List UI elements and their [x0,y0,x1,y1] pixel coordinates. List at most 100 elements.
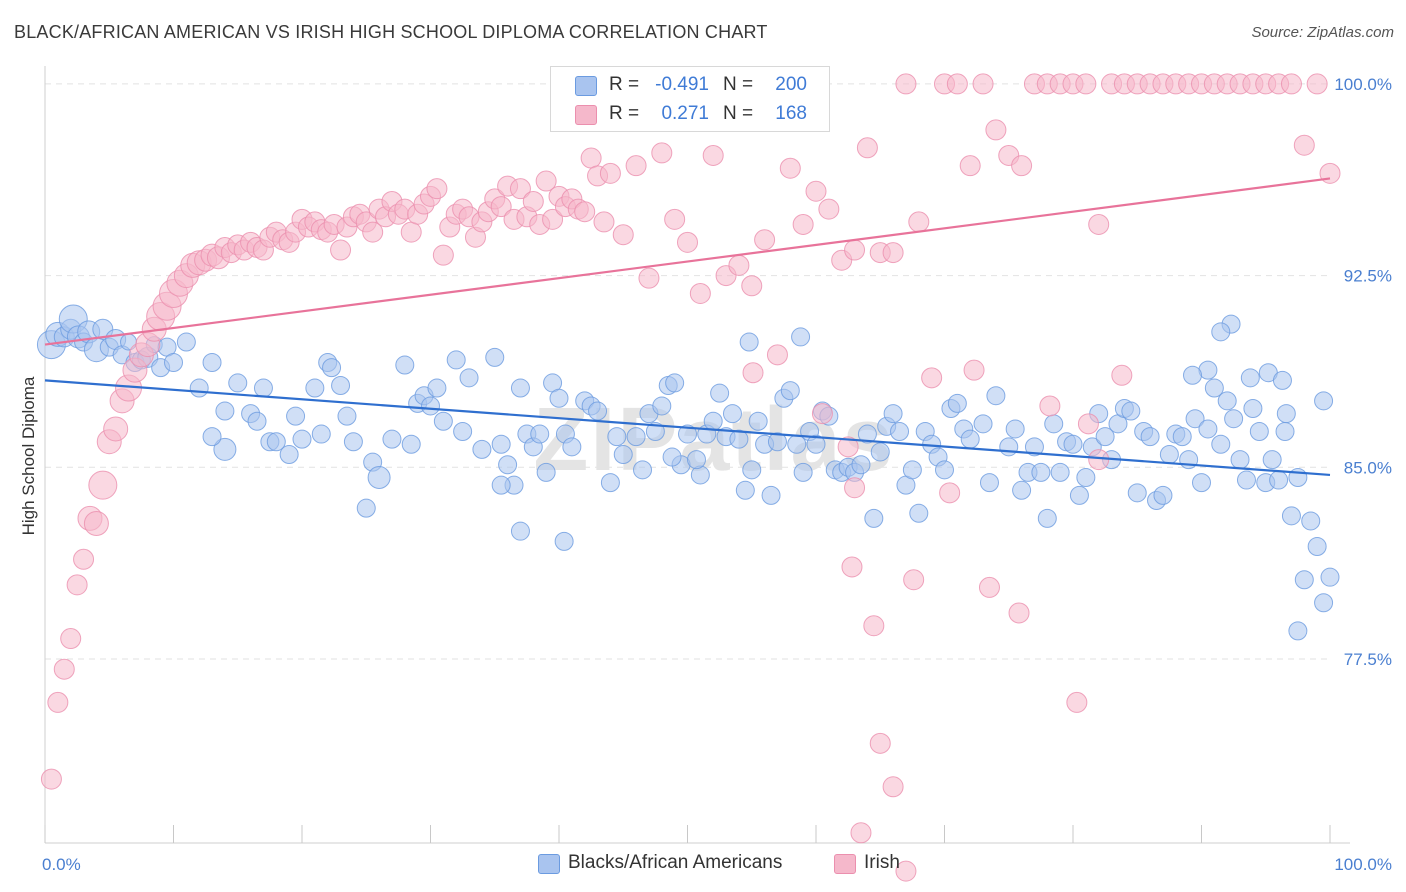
series-blacks-points [36,304,1340,641]
y-axis-label: High School Diploma [19,376,38,535]
data-point [895,860,917,882]
data-point [1044,414,1064,434]
data-point [574,201,596,223]
data-point [1039,395,1061,417]
data-point [973,414,993,434]
data-point [453,421,473,441]
legend-r-value: -0.491 [655,74,709,95]
data-point [754,229,776,251]
data-point [588,401,608,421]
data-point [337,406,357,426]
legend-swatch-irish [834,854,856,874]
data-point [189,378,209,398]
data-point [1037,508,1057,528]
data-point [1066,691,1088,713]
y-tick-label: 92.5% [1344,267,1392,286]
data-point [735,480,755,500]
data-point [985,119,1007,141]
data-point [1240,368,1260,388]
data-point [1236,470,1256,490]
data-point [1012,480,1032,500]
data-point [1280,73,1302,95]
data-point [633,460,653,480]
trend-lines [44,177,1331,477]
legend-swatch-blacks [575,76,597,96]
data-point [593,211,615,233]
data-point [53,658,75,680]
data-point [472,439,492,459]
data-point [343,432,363,452]
data-point [741,275,763,297]
data-point [864,508,884,528]
data-point [40,768,62,790]
data-point [530,424,550,444]
data-point [792,213,814,235]
data-point [213,437,237,461]
data-point [266,432,286,452]
data-point [702,144,724,166]
data-point [947,393,967,413]
data-point [331,375,351,395]
data-point [367,466,391,490]
data-point [522,190,544,212]
data-point [851,455,871,475]
data-point [857,424,877,444]
data-point [999,437,1019,457]
data-point [1211,322,1231,342]
data-point [446,350,466,370]
y-tick-label: 85.0% [1344,458,1392,477]
data-point [1249,421,1269,441]
data-point [850,822,872,844]
data-point [426,178,448,200]
data-point [613,445,633,464]
data-point [960,429,980,449]
data-point [421,396,440,416]
data-point [665,373,685,393]
data-point [1217,391,1237,411]
data-point [253,378,273,398]
data-point [498,455,518,475]
data-point [638,267,660,289]
data-point [779,157,801,179]
data-point [883,404,903,424]
data-point [870,442,890,462]
data-point [491,434,511,454]
data-point [1192,473,1211,493]
data-point [1262,450,1282,470]
data-point [1050,462,1070,482]
data-point [811,403,833,425]
data-point [292,429,312,449]
data-point [678,424,697,444]
legend-n-value: 168 [775,103,807,124]
data-point [664,208,686,230]
data-point [1288,621,1308,641]
data-point [202,427,222,447]
legend-swatch-blacks [538,854,560,874]
trend-line [44,177,1331,346]
data-point [979,473,999,493]
data-point [1294,570,1314,590]
data-point [909,503,929,523]
data-point [841,556,863,578]
y-tick-label: 100.0% [1334,75,1392,94]
data-point [103,416,129,442]
data-point [427,378,447,398]
data-point [986,386,1006,406]
data-point [382,429,402,449]
data-point [729,429,749,449]
data-point [549,388,569,408]
data-point [645,421,665,441]
data-point [793,462,813,482]
data-point [433,411,453,431]
data-point [652,396,672,416]
legend-row-blacks: R = -0.491 N = 200 [551,70,829,100]
data-point [580,147,602,169]
data-point [863,615,885,637]
data-point [1183,365,1203,385]
data-point [722,404,742,424]
data-point [837,436,859,458]
source-label: Source: ZipAtlas.com [1251,24,1394,41]
data-point [625,155,647,177]
data-point [908,211,930,233]
